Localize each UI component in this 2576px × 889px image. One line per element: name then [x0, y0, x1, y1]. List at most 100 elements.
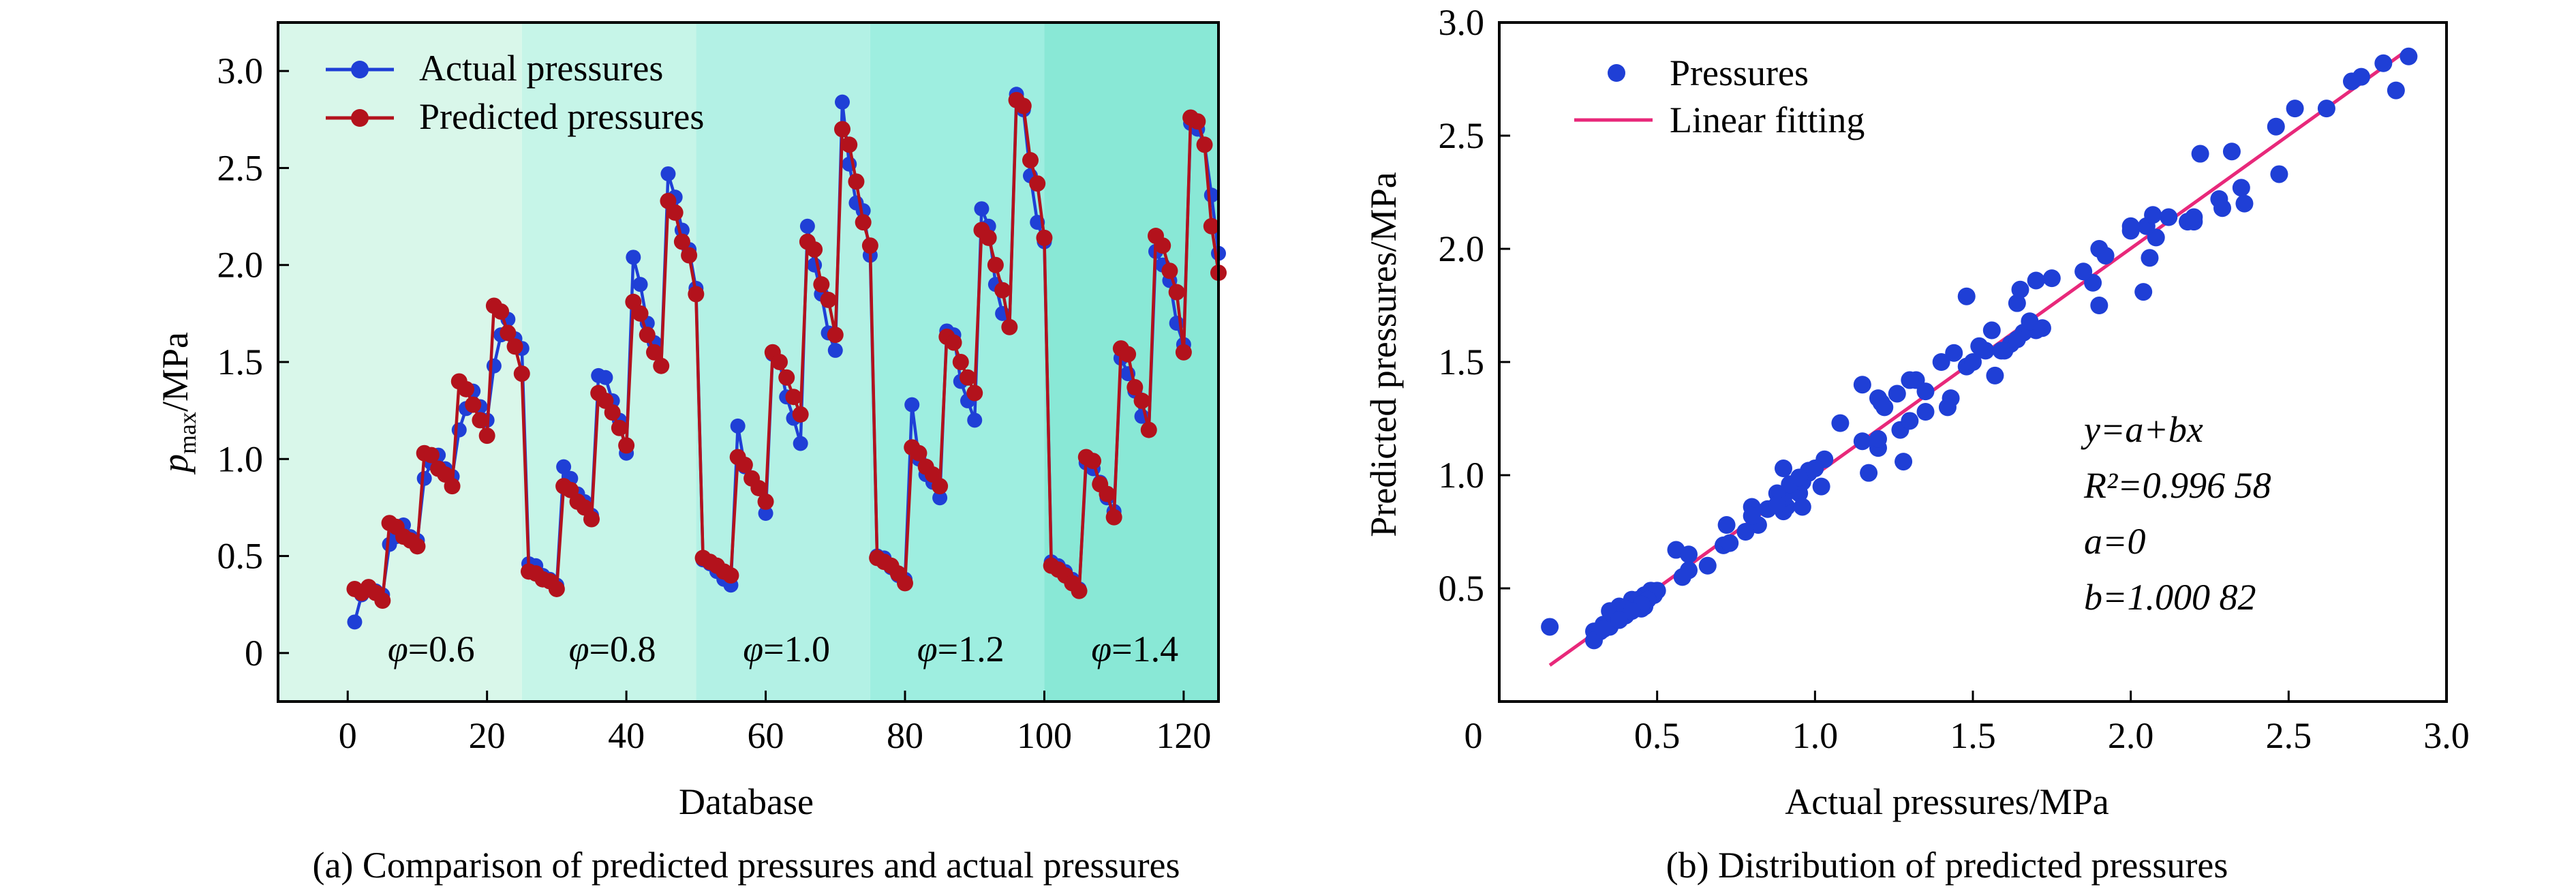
series-point [792, 406, 809, 423]
series-point [626, 250, 641, 265]
legend-fit-label: Linear fitting [1670, 100, 1865, 140]
scatter-point [1853, 376, 1871, 394]
x-tick-label: 0.5 [1634, 715, 1681, 756]
series-point [416, 470, 432, 486]
series-point [409, 538, 426, 555]
b-ylabel: Predicted pressures/MPa [1363, 172, 1404, 537]
series-point [681, 247, 698, 264]
series-point [478, 427, 495, 444]
scatter-point [2267, 117, 2285, 136]
region-labels: φ=0.6 φ=0.8 φ=1.0 φ=1.2 φ=1.4 [388, 629, 1178, 669]
legend-actual-label: Actual pressures [419, 48, 663, 89]
series-point [827, 327, 844, 344]
x-tick-label: 120 [1156, 715, 1211, 756]
series-point [1203, 217, 1220, 235]
a-ylabel-main: p [155, 454, 196, 475]
series-point [465, 396, 482, 413]
series-point [1154, 237, 1171, 254]
series-point [848, 173, 865, 190]
region-label: φ=1.0 [743, 629, 830, 669]
scatter-point [1916, 403, 1935, 421]
series-point [486, 358, 502, 374]
x-tick-label: 2.0 [2108, 715, 2154, 756]
series-point [897, 575, 913, 592]
scatter-point [2011, 280, 2029, 299]
scatter-point [2096, 246, 2115, 265]
series-point [1036, 229, 1053, 246]
scatter-point [2222, 142, 2241, 161]
series-point [1203, 187, 1219, 203]
a-plot-frame [277, 21, 1220, 703]
y-tick-label: 1.0 [217, 438, 264, 479]
legend-pressures-marker [1608, 64, 1625, 82]
scatter-point [2185, 208, 2203, 226]
series-point [632, 305, 649, 322]
series-point [855, 214, 872, 231]
scatter-point [2232, 179, 2250, 197]
scatter-point [2027, 271, 2045, 290]
scatter-point [2144, 206, 2162, 224]
region-label-symbol: φ [743, 629, 763, 669]
b-xlabel: Actual pressures/MPa [1785, 781, 2109, 822]
series-point [945, 334, 962, 351]
series-point [374, 592, 391, 609]
series-point [813, 276, 830, 293]
scatter-point [1610, 611, 1629, 629]
series-point [1140, 421, 1157, 438]
legend-predicted-marker [351, 109, 369, 127]
region-label-symbol: φ [569, 629, 589, 669]
x-tick-label: 60 [748, 715, 784, 756]
b-plot-frame [1498, 21, 2448, 703]
legend-actual-marker [351, 61, 369, 78]
series-point [799, 218, 815, 234]
panel-b: 0 0.5 1.0 1.5 2.0 2.5 3.0 0.5 1.0 1.5 2.0 2.5 3.0 Pr… [1363, 2, 2470, 886]
scatter-point [2021, 312, 2039, 331]
region-label: φ=0.8 [569, 629, 656, 669]
region-label-value: =0.8 [589, 629, 656, 669]
a-xlabel: Database [679, 781, 814, 822]
scatter-point [1768, 496, 1786, 514]
series-point [548, 580, 565, 597]
series-point [806, 241, 823, 258]
series-point [632, 277, 648, 292]
scatter-point [2160, 208, 2178, 226]
legend-pressures-label: Pressures [1670, 52, 1809, 93]
scatter-point [1992, 342, 2010, 360]
region-label-symbol: φ [1091, 629, 1111, 669]
annotation-line-1: y=a+bx [2081, 409, 2203, 450]
a-caption: (a) Comparison of predicted pressures an… [312, 845, 1180, 886]
series-point [1001, 318, 1018, 335]
series-point [910, 444, 927, 462]
x-tick-label: 20 [469, 715, 506, 756]
scatter-point [1986, 366, 2004, 385]
b-points-group [1541, 47, 2418, 650]
series-point [451, 422, 467, 438]
fit-annotation: y=a+bx R²=0.996 58 a=0 b=1.000 82 [2081, 409, 2271, 618]
legend-predicted-label: Predicted pressures [419, 96, 704, 137]
scatter-point [2141, 249, 2159, 267]
region-band [278, 22, 522, 702]
y-tick-label: 0 [245, 633, 263, 674]
series-point [1015, 97, 1032, 115]
scatter-point [2008, 330, 2026, 348]
scatter-point [2374, 54, 2393, 72]
scatter-point [2343, 72, 2361, 91]
y-tick-label: 2.0 [1439, 228, 1485, 269]
region-label-value: =0.6 [408, 629, 475, 669]
series-point [1189, 113, 1206, 130]
series-point [722, 567, 739, 584]
scatter-point [1895, 453, 1913, 471]
annotation-line-3: a=0 [2084, 521, 2145, 562]
series-point [932, 478, 949, 495]
a-series-group [346, 87, 1227, 630]
scatter-point [1964, 353, 1982, 371]
series-point [666, 204, 684, 221]
series-point [1126, 378, 1144, 395]
scatter-point [2286, 100, 2304, 118]
series-point [444, 478, 461, 495]
annotation-line-2: R²=0.996 58 [2083, 465, 2271, 506]
series-point [1161, 262, 1178, 280]
scatter-point [1680, 545, 1698, 564]
x-tick-label: 80 [887, 715, 923, 756]
